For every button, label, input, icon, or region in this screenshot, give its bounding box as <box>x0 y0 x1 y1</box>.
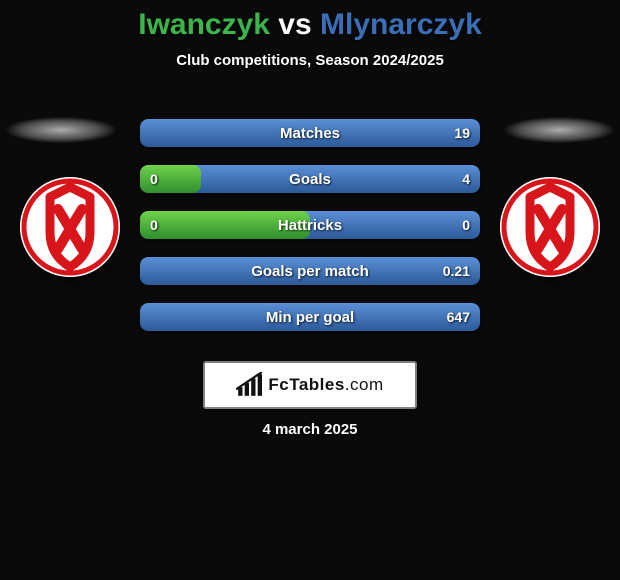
bar-right-fill <box>140 257 480 285</box>
club-badge-left <box>20 177 120 277</box>
brand-badge[interactable]: FcTables.com <box>203 361 417 409</box>
brand-text: FcTables.com <box>268 375 383 395</box>
title-vs: vs <box>270 8 320 41</box>
player-left-shadow <box>6 117 116 143</box>
stat-row: 647Min per goal <box>140 303 480 331</box>
stat-row: 19Matches <box>140 119 480 147</box>
stat-bars: 19Matches 04Goals 00Hattricks 0.21Goals per… <box>140 119 480 349</box>
bar-chart-icon <box>236 372 262 398</box>
club-badge-right <box>500 177 600 277</box>
stat-row: 04Goals <box>140 165 480 193</box>
title-right: Mlynarczyk <box>320 8 482 41</box>
player-right-shadow <box>504 117 614 143</box>
bar-left-fill <box>140 211 310 239</box>
bar-right-fill <box>140 303 480 331</box>
page-title: Iwanczyk vs Mlynarczyk <box>0 0 620 42</box>
stat-row: 0.21Goals per match <box>140 257 480 285</box>
club-logo-right-icon <box>500 177 600 277</box>
stat-row: 00Hattricks <box>140 211 480 239</box>
bar-left-fill <box>140 165 201 193</box>
bar-right-fill <box>140 119 480 147</box>
subtitle: Club competitions, Season 2024/2025 <box>0 52 620 69</box>
title-left: Iwanczyk <box>138 8 270 41</box>
date-label: 4 march 2025 <box>0 421 620 438</box>
club-logo-left-icon <box>20 177 120 277</box>
